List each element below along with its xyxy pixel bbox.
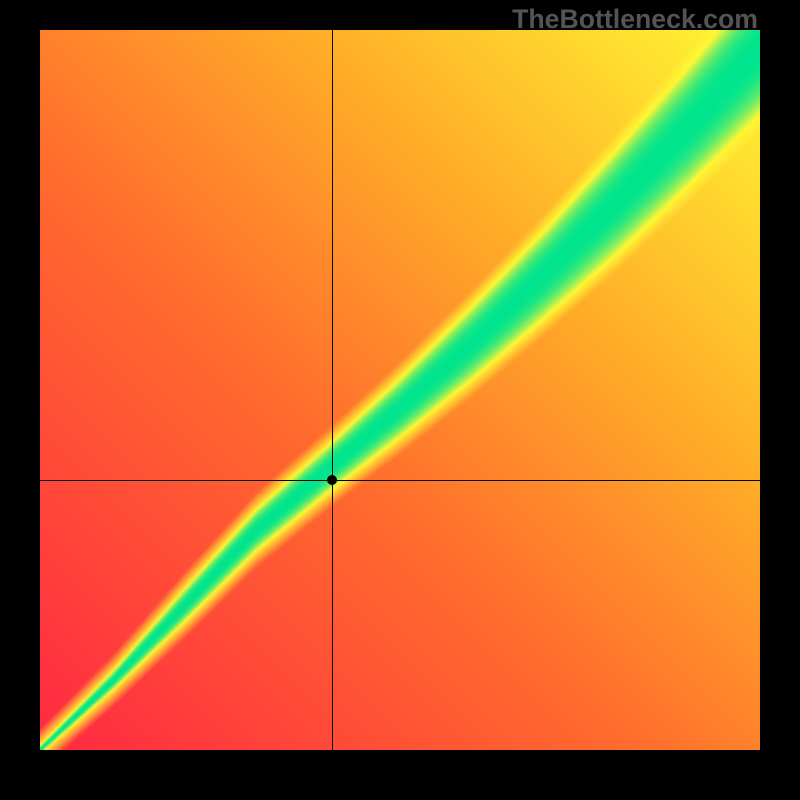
watermark-text: TheBottleneck.com [0,0,800,30]
bottleneck-heatmap-plot [40,30,760,750]
heatmap-canvas [40,30,760,750]
